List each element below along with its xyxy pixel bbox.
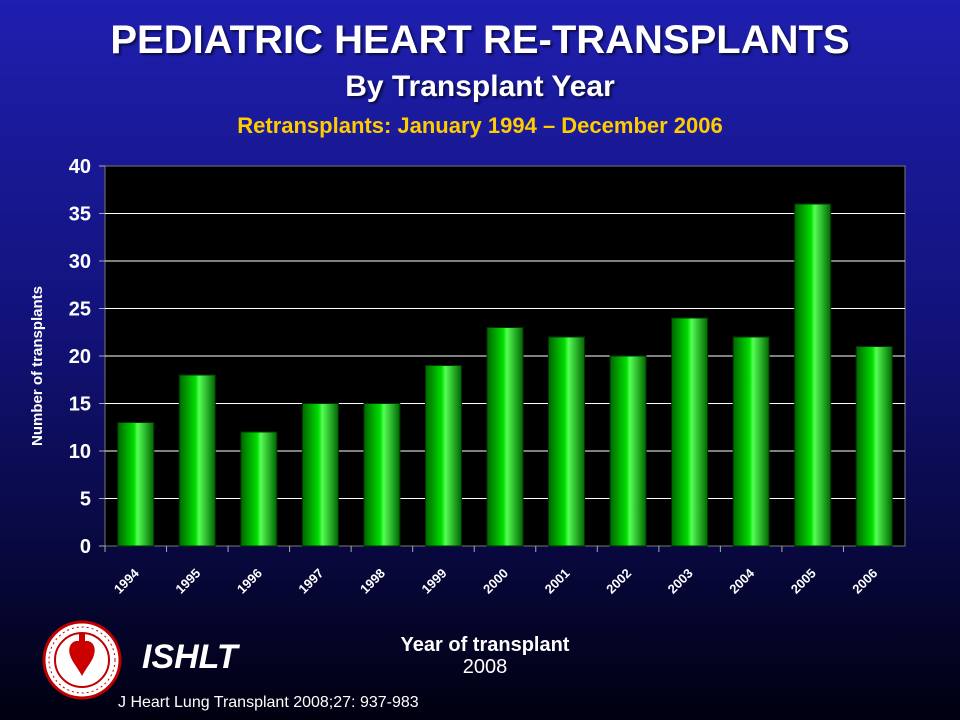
x-tick-label: 1998 <box>357 566 388 597</box>
bar-1995 <box>178 374 216 547</box>
bars <box>117 203 893 547</box>
x-tick-label: 2000 <box>480 566 511 597</box>
x-tick-label: 2005 <box>788 566 819 597</box>
bar-1997 <box>301 403 339 547</box>
y-tick-label: 20 <box>69 346 91 368</box>
publication-year: 2008 <box>462 656 508 678</box>
bar-2003 <box>671 317 709 547</box>
x-tick-label: 2002 <box>603 566 634 597</box>
x-tick-label: 1999 <box>419 566 450 597</box>
y-tick-label: 40 <box>69 156 91 178</box>
x-tick-label: 1997 <box>295 566 326 597</box>
bar-2005 <box>794 203 832 547</box>
citation: J Heart Lung Transplant 2008;27: 937-983 <box>118 694 419 711</box>
x-tick-label: 2004 <box>726 565 758 597</box>
bar-1994 <box>117 422 155 547</box>
ishlt-label: ISHLT <box>142 638 238 676</box>
x-tick-label: 1995 <box>172 566 203 597</box>
y-axis-label: Number of transplants <box>29 286 46 446</box>
y-tick-label: 10 <box>69 441 91 463</box>
bar-1998 <box>363 403 401 547</box>
x-axis-label: Year of transplant <box>400 634 570 656</box>
y-tick-label: 0 <box>80 536 91 558</box>
y-axis-ticks: 0 5 10 15 20 25 30 35 40 <box>69 156 105 558</box>
bar-2002 <box>609 355 647 547</box>
x-tick-label: 2001 <box>542 566 573 597</box>
x-tick-label: 2003 <box>665 566 696 597</box>
bar-2001 <box>548 336 586 547</box>
chart-subtitle: By Transplant Year <box>345 70 615 103</box>
x-axis-ticks: 1994 1995 1996 1997 1998 1999 2000 2001 2002 2003… <box>104 546 880 597</box>
bar-2004 <box>732 336 770 547</box>
bar-2000 <box>486 327 524 547</box>
chart-title: PEDIATRIC HEART RE-TRANSPLANTS <box>110 18 850 62</box>
x-tick-label: 1996 <box>234 566 265 597</box>
y-tick-label: 30 <box>69 251 91 273</box>
ishlt-seal-icon <box>40 618 124 707</box>
y-tick-label: 15 <box>69 394 91 416</box>
y-tick-label: 35 <box>69 204 91 226</box>
y-tick-label: 5 <box>80 489 91 511</box>
x-tick-label: 2006 <box>849 566 880 597</box>
bar-1996 <box>240 431 278 547</box>
chart-date-range: Retransplants: January 1994 – December 2… <box>237 113 723 138</box>
x-tick-label: 1994 <box>111 565 143 597</box>
bar-2006 <box>855 346 893 547</box>
bar-1999 <box>424 365 462 547</box>
y-tick-label: 25 <box>69 299 91 321</box>
